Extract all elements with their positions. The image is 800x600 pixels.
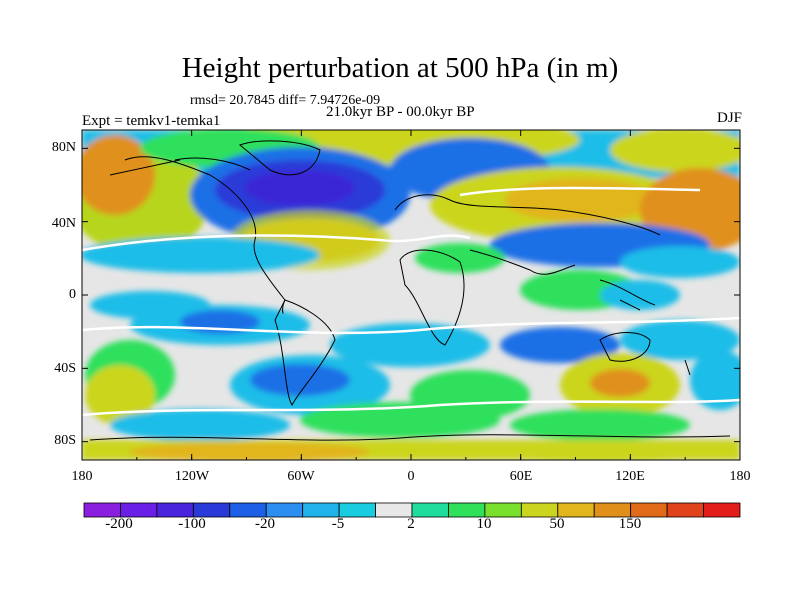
colorbar-label: 10 <box>476 516 492 532</box>
colorbar-swatch <box>302 502 340 518</box>
colorbar-swatch <box>229 502 267 518</box>
lon-label-180w: 180 <box>71 469 93 484</box>
colorbar-swatch <box>557 502 595 518</box>
colorbar-label: 50 <box>549 516 565 532</box>
colorbar-label: -200 <box>105 516 133 532</box>
colorbar-label: 2 <box>407 516 415 532</box>
period-label: 21.0kyr BP - 00.0kyr BP <box>326 104 475 120</box>
lat-label-40s: 40S <box>54 361 76 376</box>
lon-label-120e: 120E <box>615 469 645 484</box>
colorbar-swatch <box>484 502 522 518</box>
plot-title: Height perturbation at 500 hPa (in m) <box>181 52 619 84</box>
colorbar-label: -20 <box>255 516 275 532</box>
colorbar-label: -5 <box>331 516 345 532</box>
lat-label-80s: 80S <box>54 433 76 448</box>
colorbar <box>83 502 741 518</box>
lon-label-60e: 60E <box>509 469 533 484</box>
colorbar-swatch <box>411 502 449 518</box>
colorbar-swatch <box>520 502 559 518</box>
colorbar-swatch <box>265 502 304 518</box>
lon-label-180e: 180 <box>729 469 751 484</box>
colorbar-swatch <box>120 502 158 518</box>
zero-contour <box>82 186 740 417</box>
colorbar-swatch <box>630 502 668 518</box>
lon-label-60w: 60W <box>287 469 315 484</box>
colorbar-swatch <box>703 502 741 518</box>
colorbar-swatch <box>593 502 632 518</box>
colorbar-swatch <box>666 502 704 518</box>
experiment-label: Expt = temkv1-temka1 <box>82 113 221 129</box>
lon-label-0: 0 <box>407 469 415 484</box>
statistics-text: rmsd= 20.7845 diff= 7.94726e-09 <box>190 93 381 108</box>
colorbar-swatch <box>448 502 486 518</box>
contour-field <box>82 130 740 460</box>
season-label: DJF <box>716 110 742 126</box>
lat-label-80n: 80N <box>51 140 76 155</box>
colorbar-swatch <box>156 502 194 518</box>
colorbar-label: 150 <box>618 516 642 532</box>
colorbar-swatch <box>375 502 413 518</box>
axis-ticks <box>81 130 741 460</box>
lat-label-40n: 40N <box>51 216 76 231</box>
colorbar-swatch <box>83 502 121 518</box>
colorbar-swatch <box>338 502 376 518</box>
colorbar-label: -100 <box>178 516 206 532</box>
colorbar-swatch <box>192 502 231 518</box>
lon-label-120w: 120W <box>174 469 210 484</box>
lat-label-0: 0 <box>69 287 76 302</box>
